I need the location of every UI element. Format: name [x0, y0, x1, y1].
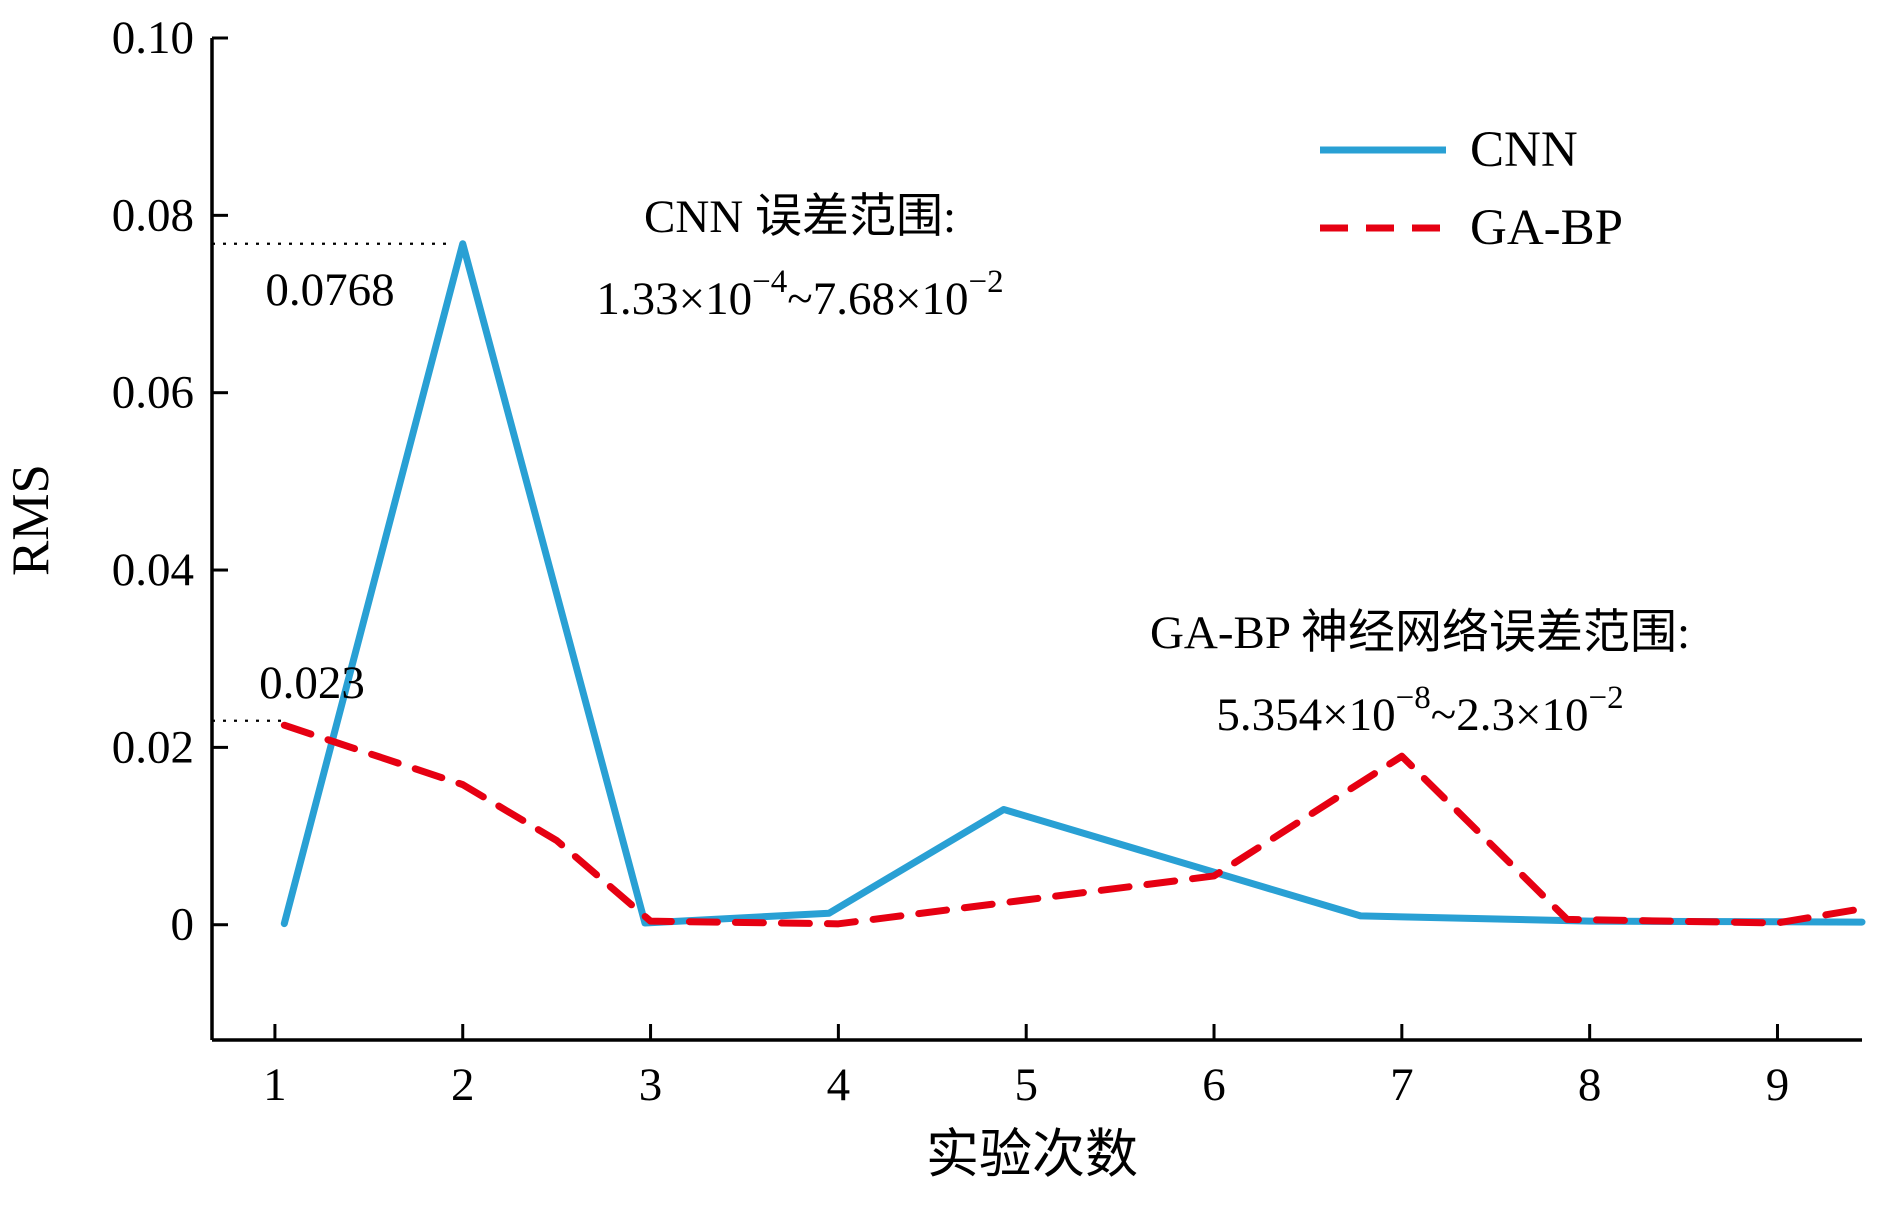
y-tick-label: 0.08 [112, 189, 194, 241]
axes: 1 2 3 4 5 6 7 8 9 0 0.02 0.04 0.06 0.08 0.10 [112, 12, 1862, 1111]
annotation-cnn-range-title: CNN 误差范围: [644, 191, 956, 243]
annotation-cnn-peak-value: 0.0768 [265, 264, 394, 316]
annotation-gabp-range-value: 5.354×10−8~2.3×10−2 [1216, 680, 1623, 741]
x-tick-label: 4 [827, 1059, 851, 1111]
x-tick-label: 7 [1390, 1059, 1414, 1111]
x-tick-label: 6 [1202, 1059, 1226, 1111]
legend: CNN GA-BP [1320, 122, 1623, 256]
annotation-cnn-range-value: 1.33×10−4~7.68×10−2 [596, 264, 1003, 325]
legend-label-cnn: CNN [1470, 122, 1578, 178]
cnn-series-line [280, 240, 1866, 928]
annotation-gabp-start-value: 0.023 [259, 657, 365, 709]
x-axis-label: 实验次数 [926, 1126, 1138, 1184]
x-tick-label: 5 [1014, 1059, 1038, 1111]
y-tick-label: 0.06 [112, 367, 194, 419]
x-tick-label: 9 [1766, 1059, 1790, 1111]
x-tick-label: 2 [451, 1059, 475, 1111]
y-tick-label: 0.04 [112, 544, 194, 596]
x-tick-label: 8 [1578, 1059, 1602, 1111]
x-tick-label: 3 [639, 1059, 663, 1111]
x-tick-label: 1 [263, 1059, 287, 1111]
y-tick-label: 0 [171, 899, 195, 951]
y-tick-label: 0.02 [112, 721, 194, 773]
legend-label-gabp: GA-BP [1470, 200, 1623, 256]
ga-bp-series-line [280, 721, 1866, 928]
y-axis-label: RMS [2, 464, 60, 576]
annotation-gabp-range-title: GA-BP 神经网络误差范围: [1150, 607, 1690, 659]
y-tick-label: 0.10 [112, 12, 194, 64]
annotation-leader-lines [212, 242, 454, 722]
series-lines [280, 240, 1866, 928]
